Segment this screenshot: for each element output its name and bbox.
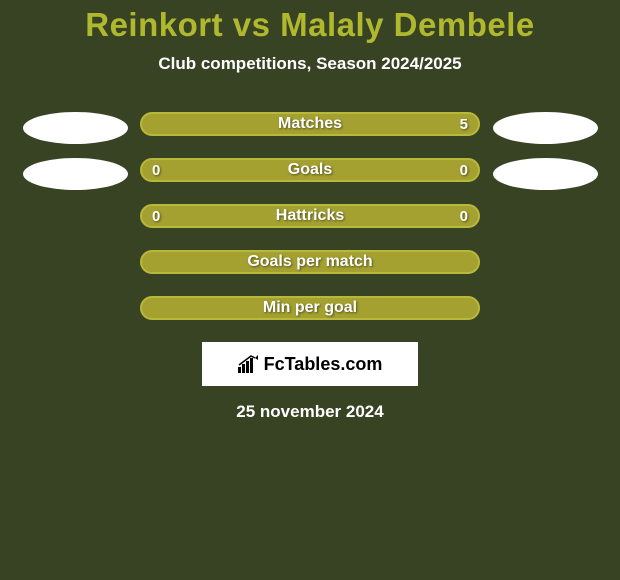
stat-bar: Matches 5 xyxy=(140,112,480,136)
stat-label: Hattricks xyxy=(276,207,344,225)
stat-bar: Min per goal xyxy=(140,296,480,320)
date-label: 25 november 2024 xyxy=(0,402,620,422)
comparison-card: Reinkort vs Malaly Dembele Club competit… xyxy=(0,0,620,422)
comparison-row: Matches 5 0 Goals 0 0 Hattricks 0 Goals … xyxy=(0,112,620,320)
stat-left-value: 0 xyxy=(152,208,160,225)
player-left-column xyxy=(10,112,140,204)
stat-bars: Matches 5 0 Goals 0 0 Hattricks 0 Goals … xyxy=(140,112,480,320)
stat-label: Goals per match xyxy=(247,253,372,271)
stat-label: Min per goal xyxy=(263,299,357,317)
player-right-avatar xyxy=(493,112,598,144)
stat-right-value: 0 xyxy=(460,208,468,225)
stat-label: Matches xyxy=(278,115,342,133)
stat-bar: Goals per match xyxy=(140,250,480,274)
stat-bar: 0 Hattricks 0 xyxy=(140,204,480,228)
player-left-avatar-secondary xyxy=(23,158,128,190)
stat-right-value: 0 xyxy=(460,162,468,179)
subtitle: Club competitions, Season 2024/2025 xyxy=(0,54,620,74)
stat-right-value: 5 xyxy=(460,116,468,133)
chart-icon xyxy=(238,355,260,373)
branding-label: FcTables.com xyxy=(264,354,383,375)
stat-left-value: 0 xyxy=(152,162,160,179)
player-right-avatar-secondary xyxy=(493,158,598,190)
stat-bar: 0 Goals 0 xyxy=(140,158,480,182)
stat-label: Goals xyxy=(288,161,332,179)
player-left-avatar xyxy=(23,112,128,144)
branding-badge: FcTables.com xyxy=(202,342,418,386)
page-title: Reinkort vs Malaly Dembele xyxy=(0,6,620,44)
player-right-column xyxy=(480,112,610,204)
